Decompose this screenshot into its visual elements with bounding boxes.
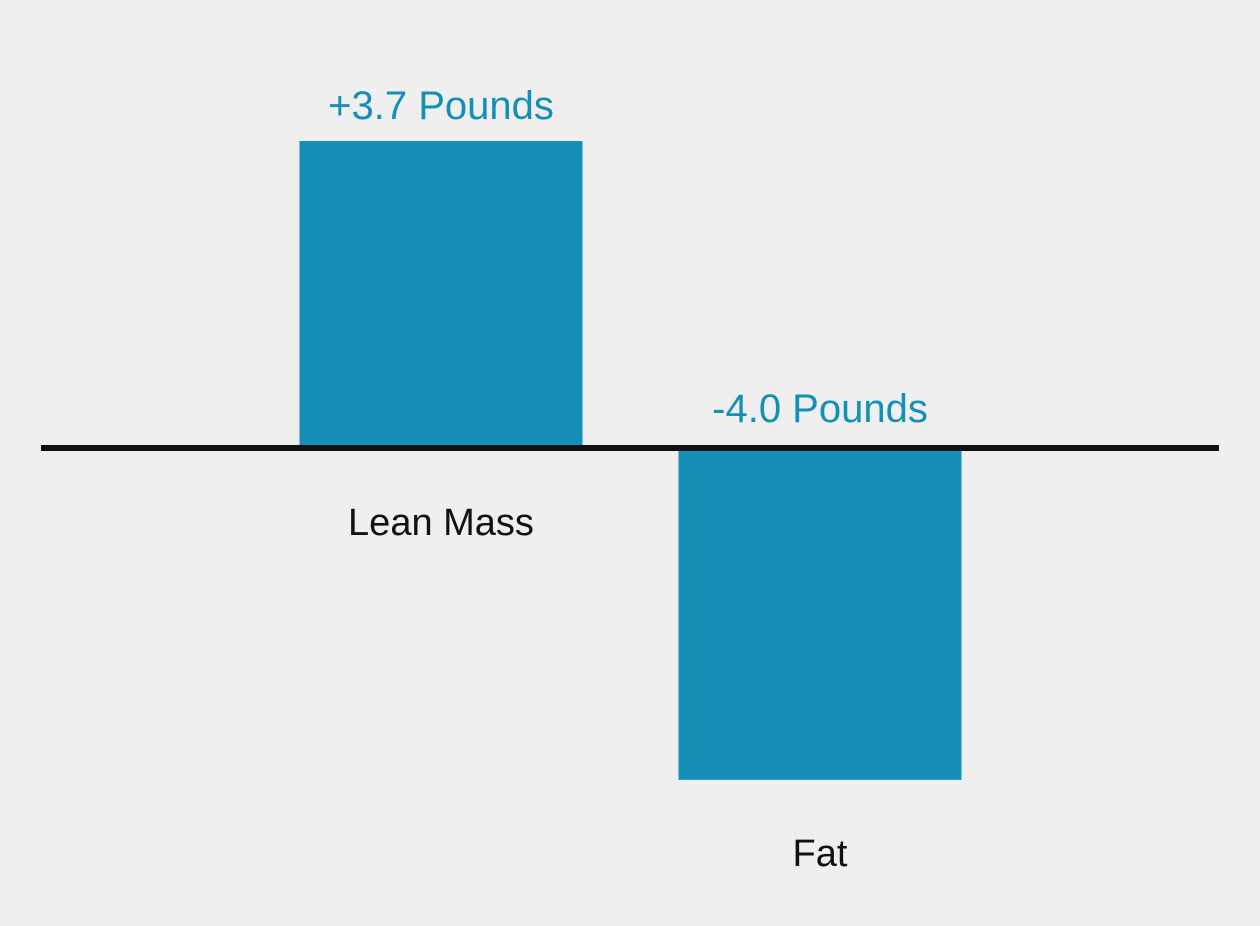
value-label-lean-mass: +3.7 Pounds (328, 84, 554, 128)
value-label-fat: -4.0 Pounds (712, 387, 928, 431)
bar-lean-mass (299, 141, 583, 448)
category-label-lean-mass: Lean Mass (348, 502, 534, 544)
labels-layer: +3.7 Pounds Lean Mass -4.0 Pounds Fat (328, 84, 928, 875)
bar-fat (678, 448, 962, 780)
bars-layer (299, 141, 962, 780)
category-label-fat: Fat (793, 833, 848, 875)
